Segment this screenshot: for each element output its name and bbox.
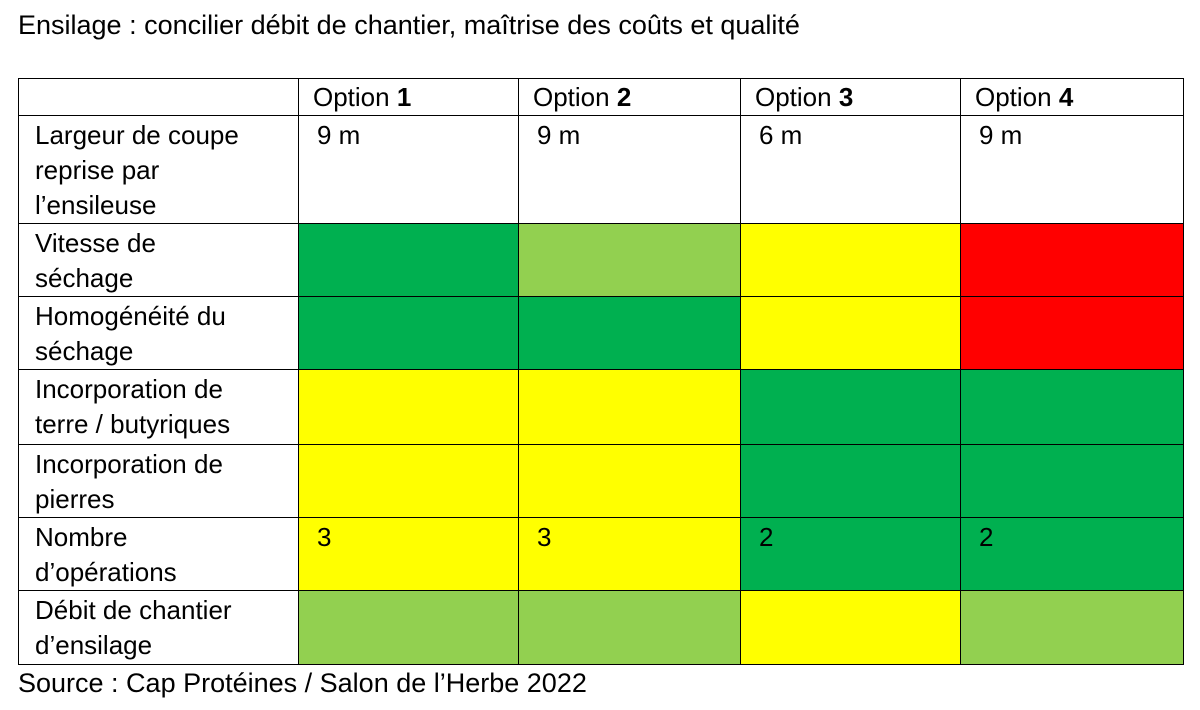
- rating-cell: [960, 590, 1184, 665]
- row-label-line: séchage: [35, 263, 134, 293]
- column-label: Option: [313, 82, 390, 112]
- rating-cell: 9 m: [518, 115, 741, 224]
- row-label-line: d’ensilage: [35, 630, 153, 660]
- corner-cell: [18, 78, 299, 116]
- rating-cell: 2: [740, 517, 961, 591]
- title: Ensilage : concilier débit de chantier, …: [18, 10, 800, 40]
- rating-cell: 6 m: [740, 115, 961, 224]
- rating-cell: [518, 223, 741, 297]
- table-row: Homogénéité du séchage: [18, 296, 1184, 370]
- row-label-line: séchage: [35, 336, 134, 366]
- row-label-line: Incorporation de: [35, 374, 223, 404]
- rating-cell: [740, 296, 961, 370]
- column-header: Option 2: [518, 78, 741, 116]
- rating-cell: 3: [518, 517, 741, 591]
- column-number: 2: [616, 82, 632, 112]
- cell-value: 6 m: [759, 120, 803, 150]
- row-label: Incorporation de pierres: [18, 444, 299, 518]
- cell-value: 2: [759, 522, 774, 552]
- row-label-line: Débit de chantier: [35, 595, 232, 625]
- source: Source : Cap Protéines / Salon de l’Herb…: [18, 668, 587, 698]
- rating-cell: [518, 296, 741, 370]
- row-label-line: Vitesse de: [35, 228, 156, 258]
- cell-value: 2: [979, 522, 994, 552]
- rating-cell: [298, 223, 519, 297]
- rating-cell: [740, 444, 961, 518]
- rating-cell: [298, 590, 519, 665]
- column-label: Option: [533, 82, 610, 112]
- cell-value: 9 m: [979, 120, 1023, 150]
- column-header: Option 1: [298, 78, 519, 116]
- rating-cell: [740, 223, 961, 297]
- cell-value: 9 m: [317, 120, 361, 150]
- row-label: Vitesse de séchage: [18, 223, 299, 297]
- row-label-line: pierres: [35, 484, 115, 514]
- rating-cell: [518, 369, 741, 445]
- row-label: Homogénéité du séchage: [18, 296, 299, 370]
- row-label-line: Incorporation de: [35, 449, 223, 479]
- rating-cell: 9 m: [298, 115, 519, 224]
- table-row: Vitesse de séchage: [18, 223, 1184, 297]
- rating-cell: [960, 296, 1184, 370]
- table-row: Incorporation de terre / butyriques: [18, 369, 1184, 445]
- rating-cell: [960, 223, 1184, 297]
- column-header: Option 4: [960, 78, 1184, 116]
- header-row: Option 1 Option 2 Option 3 Option 4: [18, 78, 1184, 116]
- row-label-line: reprise par: [35, 155, 160, 185]
- row-label-line: terre / butyriques: [35, 409, 231, 439]
- column-label: Option: [755, 82, 832, 112]
- row-label-line: Nombre: [35, 522, 128, 552]
- rating-cell: [518, 444, 741, 518]
- rating-cell: [298, 369, 519, 445]
- row-label: Débit de chantier d’ensilage: [18, 590, 299, 665]
- table-row: Nombre d’opérations 3 3 2 2: [18, 517, 1184, 591]
- row-label-line: d’opérations: [35, 557, 177, 587]
- row-label: Nombre d’opérations: [18, 517, 299, 591]
- column-number: 1: [396, 82, 412, 112]
- rating-cell: [298, 296, 519, 370]
- cell-value: 9 m: [537, 120, 581, 150]
- cell-value: 3: [537, 522, 552, 552]
- column-number: 3: [838, 82, 854, 112]
- column-number: 4: [1058, 82, 1074, 112]
- rating-cell: [960, 444, 1184, 518]
- table-row: Débit de chantier d’ensilage: [18, 590, 1184, 665]
- rating-cell: 3: [298, 517, 519, 591]
- row-label-line: Largeur de coupe: [35, 120, 239, 150]
- row-label: Largeur de coupe reprise par l’ensileuse: [18, 115, 299, 224]
- row-label: Incorporation de terre / butyriques: [18, 369, 299, 445]
- table-row: Incorporation de pierres: [18, 444, 1184, 518]
- comparison-table: Option 1 Option 2 Option 3 Option 4 Largeur …: [18, 78, 1184, 665]
- cell-value: 3: [317, 522, 332, 552]
- rating-cell: [518, 590, 741, 665]
- rating-cell: 9 m: [960, 115, 1184, 224]
- table-row: Largeur de coupe reprise par l’ensileuse 9 …: [18, 115, 1184, 224]
- rating-cell: [740, 369, 961, 445]
- row-label-line: l’ensileuse: [35, 190, 157, 220]
- column-label: Option: [975, 82, 1052, 112]
- rating-cell: [740, 590, 961, 665]
- rating-cell: [298, 444, 519, 518]
- column-header: Option 3: [740, 78, 961, 116]
- rating-cell: 2: [960, 517, 1184, 591]
- row-label-line: Homogénéité du: [35, 301, 226, 331]
- rating-cell: [960, 369, 1184, 445]
